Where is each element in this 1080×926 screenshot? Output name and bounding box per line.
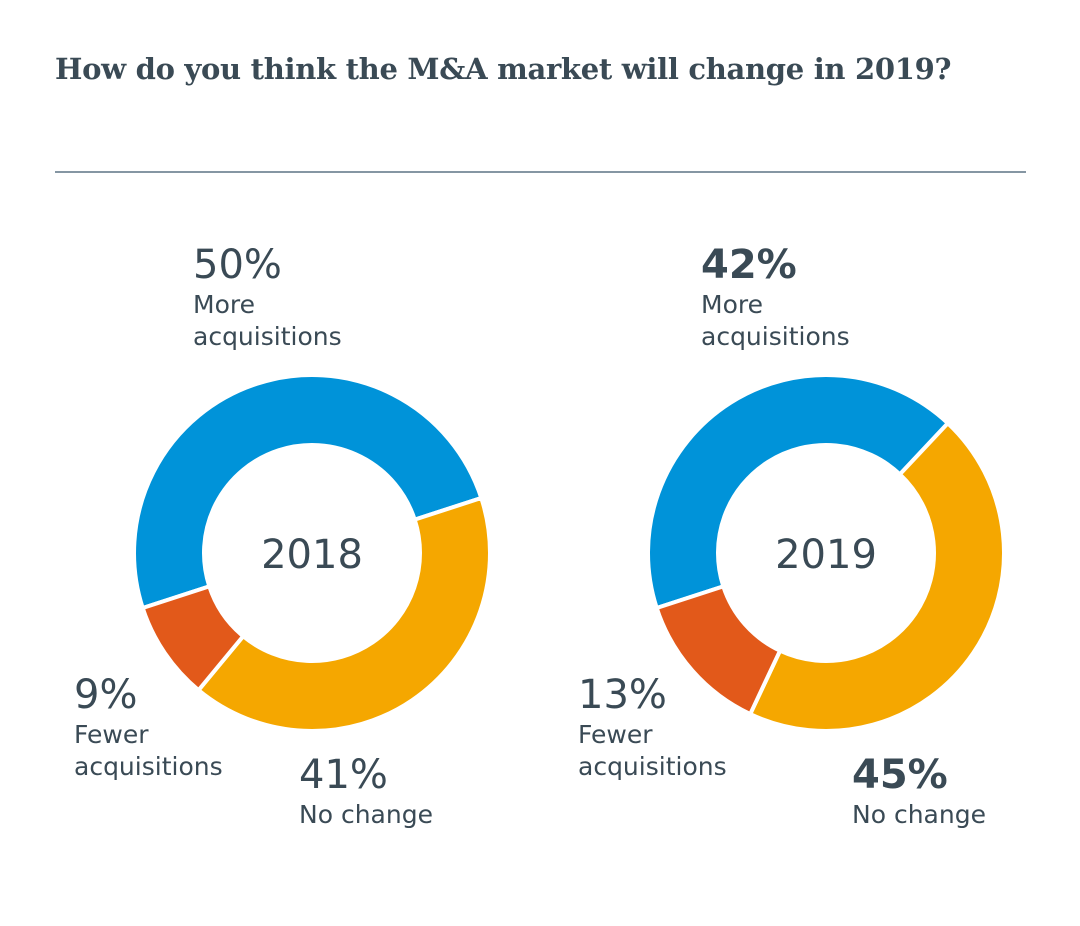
desc-2018-more-line1: More	[193, 290, 255, 319]
donut-2019: 2019	[646, 373, 1006, 733]
pct-2018-more: 50%	[193, 242, 282, 288]
title-divider	[55, 171, 1026, 173]
donut-2018: 2018	[132, 373, 492, 733]
desc-2019-fewer-line1: Fewer	[578, 720, 653, 749]
label-2018-none: 41% No change	[299, 755, 433, 831]
label-2019-fewer: 13% Fewer acquisitions	[578, 675, 727, 783]
slice-2019-no-change	[747, 420, 1006, 733]
desc-2019-more-line1: More	[701, 290, 763, 319]
label-2019-more: 42% More acquisitions	[701, 245, 850, 353]
slice-2018-more-acquisitions	[132, 373, 484, 611]
slice-2019-fewer-acquisitions	[654, 583, 783, 717]
desc-2019-more-line2: acquisitions	[701, 322, 850, 351]
slice-2018-no-change	[195, 495, 492, 733]
pct-2019-fewer: 13%	[578, 672, 667, 718]
desc-2018-fewer-line2: acquisitions	[74, 752, 223, 781]
desc-2018-fewer-line1: Fewer	[74, 720, 149, 749]
desc-2019-none: No change	[852, 800, 986, 829]
label-2019-none: 45% No change	[852, 755, 986, 831]
pct-2019-more: 42%	[701, 242, 797, 288]
pct-2019-none: 45%	[852, 752, 948, 798]
chart-title: How do you think the M&A market will cha…	[55, 52, 952, 86]
desc-2019-fewer-line2: acquisitions	[578, 752, 727, 781]
pct-2018-none: 41%	[299, 752, 388, 798]
label-2018-fewer: 9% Fewer acquisitions	[74, 675, 223, 783]
desc-2018-more-line2: acquisitions	[193, 322, 342, 351]
center-label-2019: 2019	[775, 532, 877, 578]
center-label-2018: 2018	[261, 532, 363, 578]
slice-2019-more-acquisitions	[646, 373, 951, 611]
pct-2018-fewer: 9%	[74, 672, 138, 718]
label-2018-more: 50% More acquisitions	[193, 245, 342, 353]
slice-2018-fewer-acquisitions	[140, 583, 246, 693]
desc-2018-none: No change	[299, 800, 433, 829]
